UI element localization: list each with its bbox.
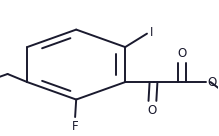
Text: O: O — [208, 76, 217, 89]
Text: I: I — [150, 27, 153, 39]
Text: O: O — [177, 47, 186, 60]
Text: F: F — [72, 120, 78, 133]
Text: O: O — [148, 104, 157, 117]
